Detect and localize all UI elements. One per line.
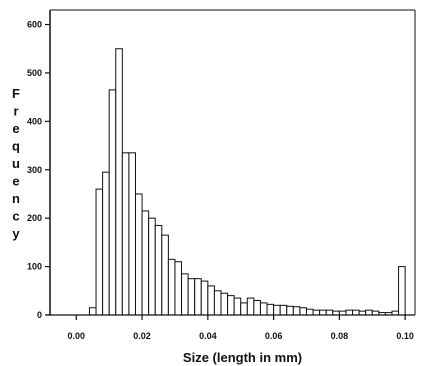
histogram-bar — [194, 278, 202, 316]
histogram-bar — [135, 193, 143, 316]
histogram-bar — [181, 273, 189, 316]
histogram-bar — [227, 295, 235, 316]
y-axis-title-letter: u — [12, 156, 20, 171]
y-axis-title-letter: r — [13, 104, 18, 119]
y-tick-label: 600 — [27, 20, 42, 30]
histogram-bar — [102, 171, 110, 316]
x-tick-label: 0.04 — [199, 331, 217, 341]
x-tick-label: 0.02 — [133, 331, 151, 341]
histogram-bar — [266, 303, 275, 316]
y-tick-label: 200 — [27, 213, 42, 223]
histogram-bar — [279, 304, 288, 316]
x-tick-label: 0.10 — [396, 331, 414, 341]
histogram-bar — [128, 152, 136, 316]
y-axis-ticks: 0 100 200 300 400 500 600 — [27, 20, 50, 320]
y-axis-title-letter: n — [12, 191, 20, 206]
histogram-bar — [365, 309, 373, 316]
histogram-bar — [345, 309, 354, 316]
histogram-bar — [319, 309, 327, 316]
y-axis-title-letter: e — [12, 121, 19, 136]
histogram-bar — [115, 48, 123, 316]
histogram-bar — [305, 308, 314, 316]
histogram-bar — [167, 258, 176, 316]
histogram-bar — [292, 306, 301, 316]
x-tick-label: 0.06 — [265, 331, 283, 341]
histogram-bars — [88, 48, 406, 316]
histogram-bar — [220, 292, 229, 316]
x-axis-ticks: 0.00 0.02 0.04 0.06 0.08 0.10 — [68, 315, 414, 341]
y-tick-label: 400 — [27, 116, 42, 126]
histogram-bar — [207, 285, 215, 316]
histogram-bar — [312, 309, 321, 316]
histogram-bar — [174, 261, 183, 316]
histogram-bar — [286, 305, 294, 316]
histogram-bar — [88, 307, 97, 316]
y-tick-label: 300 — [27, 165, 42, 175]
histogram-bar — [273, 304, 281, 316]
histogram-bar — [187, 278, 196, 316]
histogram-bar — [200, 280, 209, 316]
histogram-bar — [259, 302, 268, 316]
histogram-bar — [253, 299, 261, 316]
y-axis-title-letter: q — [12, 139, 20, 154]
histogram-bar — [299, 307, 307, 316]
histogram-bar — [325, 309, 334, 316]
y-tick-label: 500 — [27, 68, 42, 78]
histogram-bar — [154, 224, 163, 316]
histogram-bar — [233, 297, 242, 316]
histogram-bar — [161, 234, 169, 316]
histogram-bar — [240, 302, 248, 316]
x-tick-label: 0.00 — [68, 331, 86, 341]
y-tick-label: 0 — [37, 310, 42, 320]
histogram-bar — [148, 217, 156, 316]
histogram-bar — [141, 210, 150, 316]
histogram-bar — [121, 152, 130, 316]
histogram-bar — [108, 89, 117, 316]
y-axis-title-letter: y — [12, 226, 20, 241]
histogram-bar — [352, 309, 360, 316]
histogram-bar — [246, 297, 255, 316]
x-tick-label: 0.08 — [331, 331, 349, 341]
y-axis-title-letter: e — [12, 174, 19, 189]
x-axis-title: Size (length in mm) — [183, 350, 302, 365]
histogram-bar — [95, 188, 104, 316]
histogram-bar — [398, 266, 406, 316]
histogram-bar — [213, 290, 222, 316]
y-axis-title-letter: c — [12, 209, 19, 224]
y-tick-label: 100 — [27, 262, 42, 272]
y-axis-title-letter: F — [12, 86, 20, 101]
